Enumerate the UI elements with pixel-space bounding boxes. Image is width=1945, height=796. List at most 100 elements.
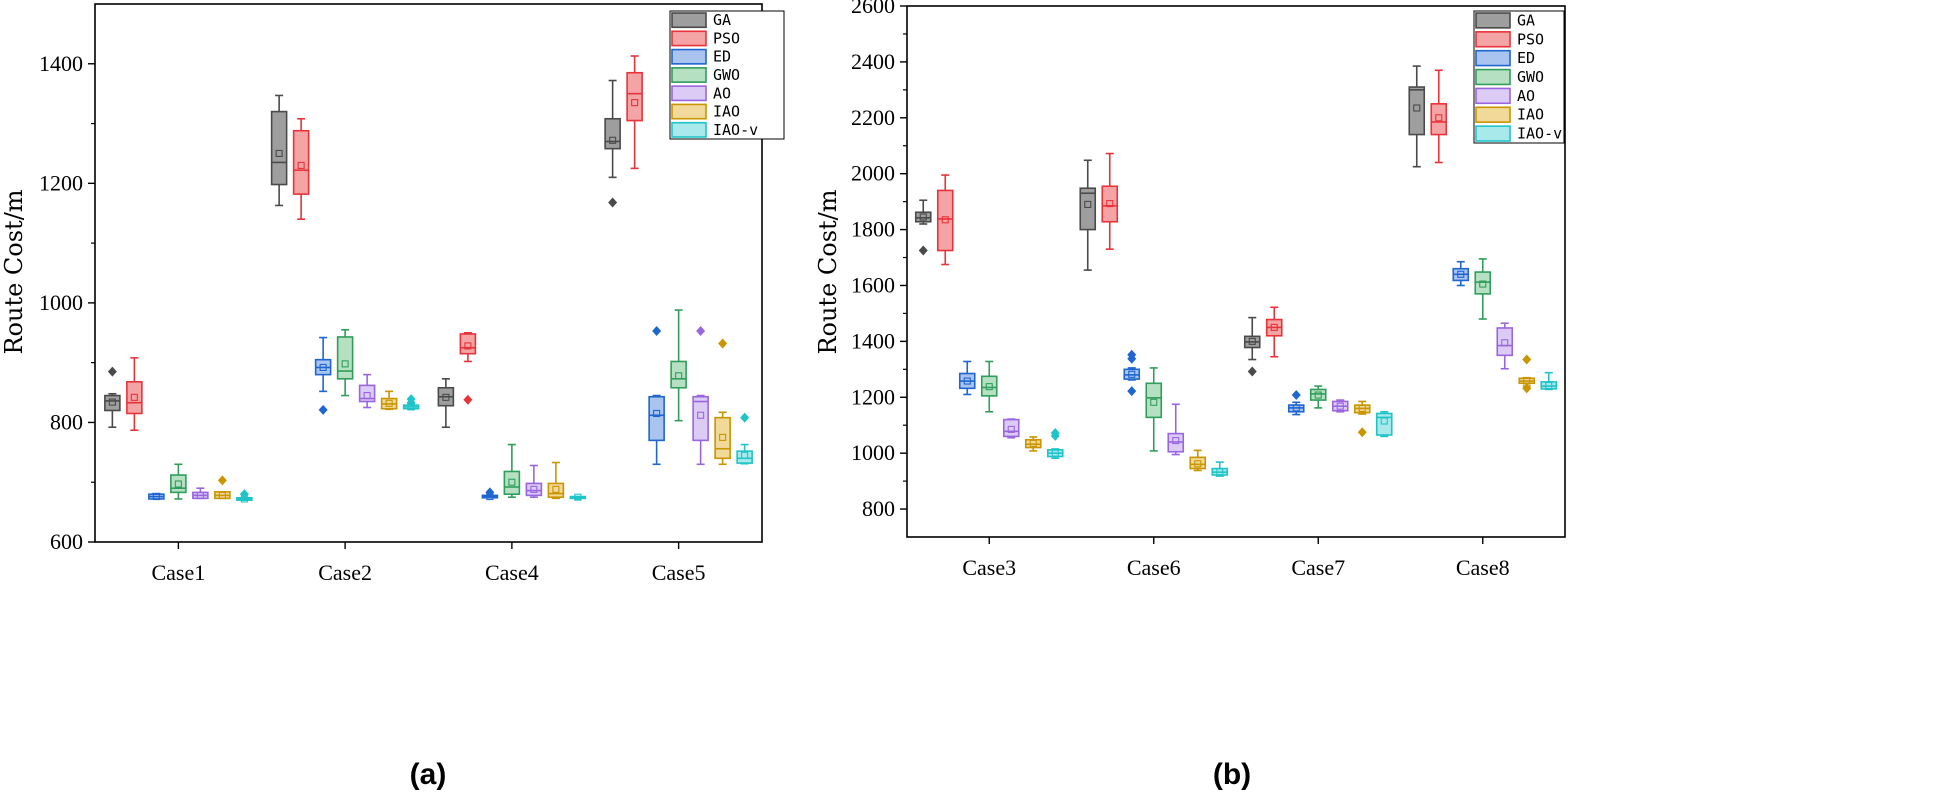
box-gwo-case8 xyxy=(1474,258,1492,320)
mean-marker xyxy=(1380,417,1388,425)
panel-b: 800 1000 1200 1400 1600 1800 2000 2200 2400 2600 R… xyxy=(814,0,1566,791)
mean-marker xyxy=(1413,104,1421,112)
legend-label-iao: IAO xyxy=(713,103,740,121)
y-axis-label: Route Cost/m xyxy=(0,189,28,354)
box-iao-case3 xyxy=(1024,436,1042,452)
box-iqr xyxy=(1101,185,1119,223)
box-ed-case3 xyxy=(958,360,976,396)
legend-label-ao: AO xyxy=(713,84,731,102)
box-ao-case6 xyxy=(1167,403,1185,456)
y-tick-label: 2200 xyxy=(851,105,895,130)
box-iqr xyxy=(1189,456,1207,470)
mean-marker xyxy=(1216,468,1224,476)
mean-marker xyxy=(319,363,327,371)
y-tick-label: 2600 xyxy=(851,0,895,18)
panel-label: (b) xyxy=(1213,758,1251,791)
box-ao-case4 xyxy=(525,464,543,498)
outlier-point xyxy=(696,325,706,336)
box-gwo-case6 xyxy=(1145,367,1163,452)
box-iqr xyxy=(358,384,376,403)
outlier-point xyxy=(918,245,928,256)
box-pso-case5 xyxy=(626,55,643,170)
panel-label: (a) xyxy=(410,758,447,791)
box-iqr xyxy=(525,482,543,497)
mean-marker xyxy=(1435,114,1443,122)
box-iao-case2 xyxy=(380,390,398,411)
box-iqr xyxy=(1496,327,1514,357)
mean-marker xyxy=(108,398,116,406)
box-gwo-case4 xyxy=(503,443,521,498)
x-tick-label: Case1 xyxy=(151,560,205,585)
mean-marker xyxy=(1501,339,1509,347)
box-ga-case3 xyxy=(914,199,932,256)
box-pso-case4 xyxy=(459,331,477,405)
outlier-point xyxy=(1127,386,1137,397)
y-tick-label: 800 xyxy=(862,496,895,521)
outlier-point xyxy=(1357,427,1367,438)
mean-marker xyxy=(275,149,283,157)
box-iao-case7 xyxy=(1353,400,1371,438)
x-tick-label: Case6 xyxy=(1127,555,1181,580)
box-iao-v-case6 xyxy=(1211,461,1229,477)
y-tick-label: 2000 xyxy=(851,161,895,186)
legend-label-ga: GA xyxy=(1517,11,1535,29)
box-iqr xyxy=(714,416,731,460)
mean-marker xyxy=(1106,200,1114,208)
box-iao-case4 xyxy=(547,461,565,500)
legend-label-iao: IAO xyxy=(1517,106,1544,124)
legend-swatch-ed xyxy=(1475,49,1511,67)
box-iqr xyxy=(670,360,687,389)
box-iqr xyxy=(1079,187,1097,231)
outlier-point xyxy=(1291,390,1301,401)
box-iqr xyxy=(736,450,753,464)
outlier-point xyxy=(1050,430,1060,441)
x-tick-label: Case7 xyxy=(1291,555,1345,580)
mean-marker xyxy=(218,491,226,499)
mean-marker xyxy=(1545,381,1553,390)
mean-marker xyxy=(675,372,683,380)
y-tick-label: 1000 xyxy=(851,440,895,465)
mean-marker xyxy=(152,493,160,501)
outlier-point xyxy=(485,487,495,498)
box-iqr xyxy=(648,395,665,442)
legend-swatch-ga xyxy=(671,12,707,29)
legend-label-gwo: GWO xyxy=(1517,68,1544,86)
outlier-point xyxy=(652,325,662,336)
box-iao-case5 xyxy=(714,338,731,466)
box-iao-v-case1 xyxy=(236,489,253,503)
mean-marker xyxy=(985,383,993,391)
outlier-point xyxy=(740,412,750,423)
box-ga-case1 xyxy=(104,366,121,429)
mean-marker xyxy=(1457,270,1465,278)
box-iao-case1 xyxy=(214,475,231,500)
box-iqr xyxy=(1430,103,1448,136)
plot-frame xyxy=(94,3,763,543)
mean-marker xyxy=(941,216,949,224)
box-iqr xyxy=(914,211,932,223)
y-tick-label: 1200 xyxy=(851,384,895,409)
legend-swatch-ao xyxy=(671,85,707,102)
mean-marker xyxy=(574,493,582,501)
legend-swatch-ao xyxy=(1475,87,1511,105)
x-tick-label: Case8 xyxy=(1456,555,1510,580)
box-ao-case7 xyxy=(1331,399,1349,413)
plot-frame xyxy=(906,5,1566,538)
box-pso-case1 xyxy=(126,357,143,432)
y-tick-label: 1800 xyxy=(851,217,895,242)
legend-swatch-iao xyxy=(1475,106,1511,123)
box-iao-v-case3 xyxy=(1046,428,1064,459)
x-tick-label: Case3 xyxy=(962,555,1016,580)
box-ga-case7 xyxy=(1243,316,1261,377)
y-tick-label: 800 xyxy=(50,409,83,434)
outlier-point xyxy=(239,489,249,500)
box-iqr xyxy=(459,333,477,355)
legend-swatch-pso xyxy=(1475,31,1511,48)
mean-marker xyxy=(1248,337,1256,345)
mean-marker xyxy=(1084,200,1092,208)
mean-marker xyxy=(631,99,639,107)
box-iao-case6 xyxy=(1189,449,1207,472)
mean-marker xyxy=(609,136,617,144)
outlier-point xyxy=(1522,383,1532,394)
box-iqr xyxy=(170,474,187,494)
